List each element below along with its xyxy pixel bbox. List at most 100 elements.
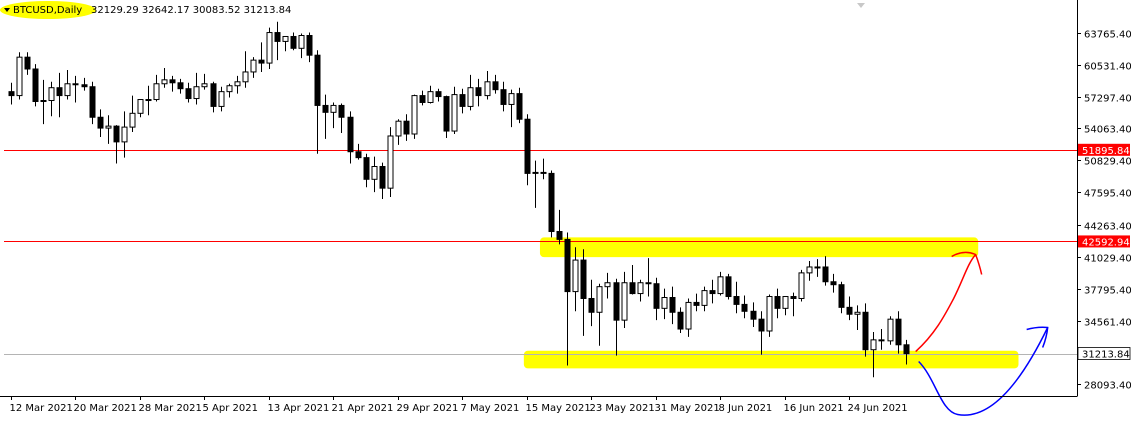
candle <box>621 271 628 329</box>
candle <box>564 232 571 366</box>
red-trend-arrow[interactable] <box>915 254 977 353</box>
candle <box>121 111 128 158</box>
candle <box>387 127 394 198</box>
level-lines-layer <box>4 150 1077 355</box>
y-tick-label: 60531.40 <box>1084 62 1131 73</box>
x-tick-label: 21 Apr 2021 <box>332 403 394 414</box>
candle <box>32 64 39 107</box>
candle <box>72 75 79 103</box>
candle <box>492 74 499 94</box>
symbol-dropdown-icon[interactable] <box>4 8 10 12</box>
candle <box>814 259 821 277</box>
y-tick-label: 37795.40 <box>1084 286 1131 297</box>
candle <box>548 170 555 238</box>
y-tick-label: 47595.40 <box>1084 189 1131 200</box>
candle <box>338 103 345 134</box>
current-price-tag-bg <box>1078 347 1130 360</box>
candle <box>741 295 748 319</box>
candle <box>637 279 644 302</box>
chart-shift-marker-icon[interactable] <box>857 3 865 8</box>
x-tick-label: 29 Apr 2021 <box>397 403 459 414</box>
candle <box>750 302 757 328</box>
candle <box>806 261 813 281</box>
x-tick-label: 23 May 2021 <box>590 403 655 414</box>
candle <box>790 292 797 317</box>
drawings-layer <box>915 251 1049 416</box>
candle <box>451 86 458 134</box>
candle <box>475 78 482 107</box>
y-tick-label: 63765.40 <box>1084 30 1131 41</box>
x-tick-label: 5 Apr 2021 <box>203 403 258 414</box>
candle <box>677 307 684 333</box>
candle <box>266 27 273 69</box>
candle <box>838 281 845 314</box>
y-tick-label: 44263.40 <box>1084 222 1131 233</box>
x-tick-label: 16 Jun 2021 <box>784 403 844 414</box>
candle <box>459 88 466 114</box>
axes-layer: 63765.40 60531.40 57297.40 54063.40 50829.40… <box>0 0 1131 414</box>
highlight-zone-1 <box>523 350 1019 369</box>
y-tick-label: 41029.40 <box>1084 254 1131 265</box>
candle <box>145 85 152 116</box>
candle <box>185 82 192 103</box>
candle <box>403 114 410 141</box>
candle <box>854 305 861 331</box>
x-tick-label: 13 Apr 2021 <box>268 403 330 414</box>
candle <box>379 162 386 200</box>
level-price-tag: 51895.84 <box>1082 146 1130 157</box>
blue-trend-arrow[interactable] <box>918 327 1049 416</box>
y-tick-label: 34561.40 <box>1084 318 1131 329</box>
candle <box>758 311 765 355</box>
candle <box>782 296 789 316</box>
candle <box>274 21 281 61</box>
candle <box>701 286 708 312</box>
current-price-tag: 31213.84 <box>1082 350 1130 361</box>
candle <box>48 81 55 117</box>
candle <box>604 272 611 299</box>
candle <box>435 88 442 102</box>
level-price-tag-bg <box>1078 143 1130 156</box>
candle <box>524 114 531 186</box>
candle <box>169 75 176 92</box>
x-tick-label: 15 May 2021 <box>526 403 591 414</box>
candle <box>733 281 740 314</box>
candle <box>629 265 636 295</box>
candle <box>177 78 184 94</box>
y-tick-label: 50829.40 <box>1084 157 1131 168</box>
highlight-zone-0 <box>539 237 979 258</box>
candle <box>693 293 700 312</box>
candle <box>56 72 63 118</box>
candle <box>153 74 160 102</box>
candle <box>113 125 120 164</box>
candle <box>653 277 660 321</box>
symbol-label[interactable]: BTCUSD,Daily <box>13 5 82 16</box>
candle <box>508 89 515 128</box>
red-arrow-head <box>951 251 983 275</box>
x-tick-label: 12 Mar 2021 <box>10 403 73 414</box>
candle <box>193 72 200 105</box>
candle <box>613 278 620 356</box>
candle <box>572 247 579 312</box>
candle <box>443 95 450 138</box>
candle <box>846 296 853 321</box>
candle <box>516 87 523 124</box>
level-price-tag: 42592.94 <box>1082 237 1130 248</box>
candle <box>887 316 894 345</box>
candle <box>234 75 241 94</box>
candle <box>298 33 305 59</box>
candle <box>24 52 31 75</box>
candle <box>556 209 563 245</box>
candle <box>766 294 773 337</box>
candle <box>467 74 474 111</box>
candle <box>250 57 257 78</box>
candle <box>210 81 217 113</box>
candle <box>717 271 724 296</box>
candle <box>862 303 869 357</box>
candle <box>282 35 289 52</box>
candle <box>596 283 603 346</box>
candle <box>500 81 507 112</box>
candle <box>484 70 491 100</box>
symbol-highlight <box>0 1 96 19</box>
